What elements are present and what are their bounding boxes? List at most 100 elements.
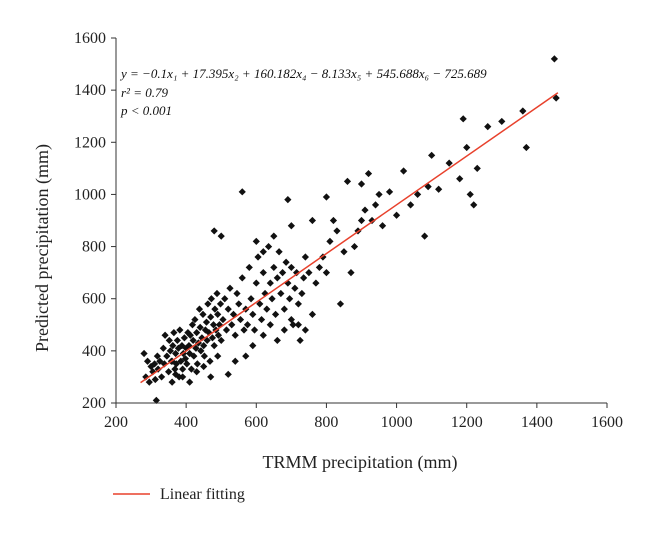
data-point	[196, 323, 204, 331]
data-point	[296, 336, 304, 345]
data-point	[200, 362, 208, 371]
data-point	[392, 211, 401, 219]
data-point	[228, 321, 236, 329]
data-point	[173, 336, 181, 345]
data-point	[378, 222, 387, 230]
data-point	[169, 342, 177, 350]
data-point	[170, 329, 178, 337]
legend-label-linear-fitting: Linear fitting	[160, 486, 245, 503]
linear-fit-line	[140, 92, 559, 384]
data-point	[291, 284, 299, 292]
data-point	[159, 344, 167, 352]
data-points	[140, 55, 560, 404]
data-point	[195, 305, 204, 313]
y-tick-label: 800	[82, 239, 106, 256]
data-point	[231, 331, 239, 339]
data-point	[257, 315, 266, 324]
data-point	[463, 143, 471, 152]
data-point	[217, 336, 225, 345]
data-point	[193, 368, 201, 376]
x-tick-label: 1200	[451, 414, 483, 431]
data-point	[308, 310, 316, 318]
y-tick-label: 1200	[74, 134, 106, 151]
data-point	[252, 279, 260, 287]
data-point	[414, 190, 422, 199]
data-point	[322, 193, 331, 201]
x-axis-label: TRMM precipitation (mm)	[263, 452, 458, 473]
data-point	[238, 188, 246, 196]
data-point	[209, 321, 218, 329]
data-point	[319, 253, 327, 261]
data-point	[250, 326, 259, 334]
data-point	[210, 227, 218, 235]
data-point	[298, 289, 306, 298]
data-point	[240, 326, 248, 334]
data-point	[277, 289, 285, 298]
data-point	[270, 232, 278, 240]
data-point	[347, 269, 355, 277]
data-point	[207, 373, 215, 381]
data-point	[287, 263, 295, 272]
data-point	[308, 216, 316, 225]
data-point	[152, 396, 160, 404]
data-point	[350, 242, 359, 251]
data-point	[301, 253, 309, 261]
data-point	[336, 300, 345, 308]
data-point	[214, 310, 222, 318]
data-point	[243, 321, 252, 329]
data-point	[375, 190, 383, 199]
data-point	[466, 190, 474, 199]
data-point	[326, 237, 334, 245]
data-point	[428, 151, 436, 159]
data-point	[421, 232, 429, 240]
data-point	[552, 94, 560, 102]
data-point	[165, 368, 173, 376]
data-point	[268, 295, 276, 303]
data-point	[224, 305, 232, 313]
data-point	[263, 305, 271, 313]
r-squared-label: r² = 0.79	[121, 85, 168, 100]
data-point	[186, 331, 194, 339]
data-point	[142, 373, 150, 381]
data-point	[193, 329, 201, 337]
data-point	[207, 313, 215, 321]
legend: Linear fitting	[113, 486, 245, 503]
data-point	[204, 300, 212, 308]
x-tick-label: 200	[104, 414, 128, 431]
data-point	[179, 365, 187, 373]
data-point	[166, 347, 174, 355]
data-point	[178, 342, 186, 350]
data-point	[275, 248, 283, 256]
data-point	[150, 360, 159, 368]
data-point	[287, 222, 295, 230]
data-point	[242, 352, 250, 360]
data-point	[233, 289, 241, 298]
data-point	[259, 331, 267, 339]
data-point	[322, 269, 331, 277]
data-point	[235, 300, 243, 308]
y-tick-label: 200	[82, 395, 106, 412]
x-tick-label: 600	[244, 414, 268, 431]
data-point	[424, 183, 432, 191]
data-point	[207, 295, 215, 303]
data-point	[329, 216, 338, 225]
x-tick-label: 1000	[381, 414, 413, 431]
data-point	[286, 295, 294, 303]
data-point	[172, 349, 180, 358]
data-point	[151, 375, 159, 384]
regression-equation: y = −0.1x₁ + 17.395x₂ + 160.182x₄ − 8.13…	[119, 66, 487, 81]
data-point	[193, 360, 201, 368]
data-point	[333, 227, 341, 235]
data-point	[301, 326, 309, 334]
data-point	[206, 357, 214, 365]
data-point	[176, 326, 184, 334]
data-point	[192, 344, 200, 352]
data-point	[160, 360, 168, 368]
data-point	[273, 274, 281, 282]
data-point	[264, 242, 273, 251]
data-point	[280, 326, 288, 334]
data-point	[211, 305, 219, 313]
data-point	[273, 336, 281, 345]
data-point	[247, 295, 255, 303]
